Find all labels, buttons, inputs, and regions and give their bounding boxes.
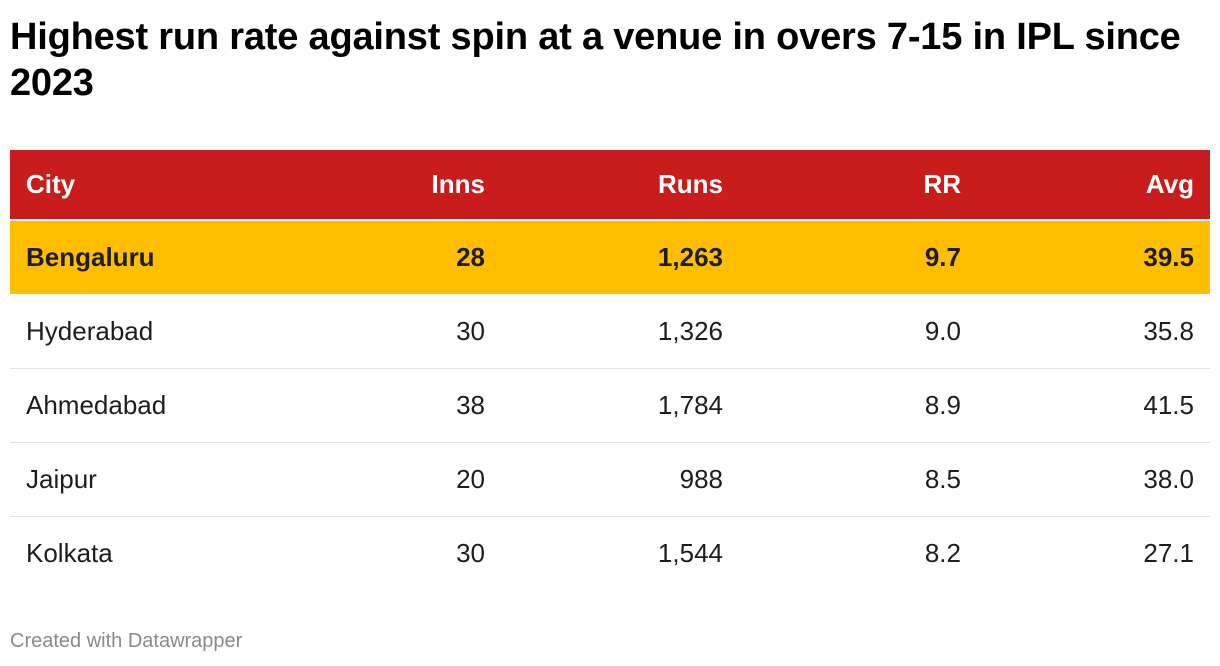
cell-inns: 30: [220, 294, 501, 369]
cell-city: Kolkata: [26, 537, 113, 568]
cell-avg: 39.5: [977, 220, 1210, 295]
cell-rr: 8.9: [739, 368, 977, 443]
column-header-rr: RR: [739, 150, 977, 221]
column-header-runs: Runs: [501, 150, 739, 221]
table-header-row: City Inns Runs RR Avg: [10, 150, 1210, 221]
table-row: Kolkata 30 1,544 8.2 27.1: [10, 516, 1210, 590]
data-table: City Inns Runs RR Avg Bengaluru 28 1,263 9.7 39.…: [10, 150, 1210, 590]
cell-inns: 30: [456, 537, 485, 568]
chart-title: Highest run rate against spin at a venue…: [10, 16, 1181, 104]
table-row: Bengaluru 28 1,263 9.7 39.5: [10, 220, 1210, 295]
cell-runs: 1,784: [501, 368, 739, 443]
cell-avg: 41.5: [977, 368, 1210, 443]
cell-inns: 28: [220, 220, 501, 295]
cell-runs: 1,263: [501, 220, 739, 295]
cell-inns: 38: [220, 368, 501, 443]
cell-city: Ahmedabad: [10, 368, 220, 443]
table-body: Bengaluru 28 1,263 9.7 39.5 Hyderabad 30 1,326 9…: [10, 220, 1210, 590]
cell-inns: 20: [220, 442, 501, 517]
cell-avg: 38.0: [977, 442, 1210, 517]
table-row: Jaipur 20 988 8.5 38.0: [10, 442, 1210, 517]
cell-rr: 8.2: [924, 537, 961, 568]
cell-avg: 27.1: [1143, 537, 1194, 568]
cell-rr: 8.5: [739, 442, 977, 517]
column-header-avg: Avg: [977, 150, 1210, 221]
cell-city: Hyderabad: [10, 294, 220, 369]
cell-runs: 1,326: [501, 294, 739, 369]
cell-rr: 9.0: [739, 294, 977, 369]
cell-avg: 35.8: [977, 294, 1210, 369]
cell-runs: 1,544: [657, 537, 723, 568]
cell-runs: 988: [501, 442, 739, 517]
cell-city: Jaipur: [10, 442, 220, 517]
footer-credit: Created with Datawrapper: [10, 630, 243, 652]
table-row: Hyderabad 30 1,326 9.0 35.8: [10, 294, 1210, 369]
cell-city: Bengaluru: [10, 220, 220, 295]
cell-rr: 9.7: [739, 220, 977, 295]
column-header-city: City: [10, 150, 220, 221]
table-row: Ahmedabad 38 1,784 8.9 41.5: [10, 368, 1210, 443]
column-header-inns: Inns: [220, 150, 501, 221]
